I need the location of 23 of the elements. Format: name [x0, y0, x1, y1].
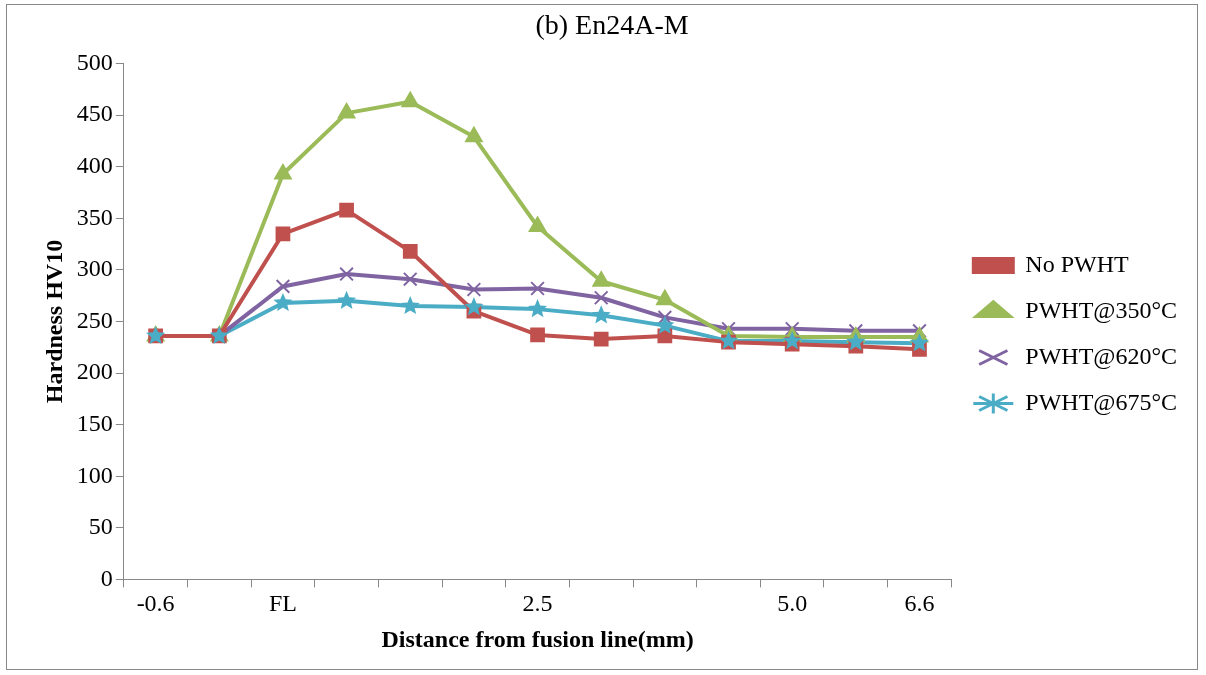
x-axis-title: Distance from fusion line(mm): [381, 625, 694, 652]
y-tick-label: 100: [76, 461, 113, 488]
legend-label: PWHT@620°C: [1025, 342, 1177, 369]
y-tick-label: 150: [76, 409, 113, 436]
x-tick-label: FL: [268, 590, 297, 617]
legend-label: PWHT@675°C: [1025, 388, 1177, 415]
y-tick-label: 400: [76, 152, 113, 179]
x-tick-label: -0.6: [136, 590, 175, 617]
chart-title: (b) En24A-M: [535, 9, 689, 41]
y-tick-label: 300: [76, 255, 113, 282]
y-axis-title: Hardness HV10: [40, 239, 67, 404]
y-tick-label: 0: [100, 564, 113, 591]
x-tick-label: 5.0: [777, 590, 808, 617]
y-tick-label: 500: [76, 48, 113, 75]
y-tick-label: 200: [76, 358, 113, 385]
y-tick-label: 450: [76, 100, 113, 127]
y-tick-label: 350: [76, 203, 113, 230]
x-tick-label: 6.6: [904, 590, 935, 617]
x-tick-label: 2.5: [522, 590, 553, 617]
y-tick-label: 250: [76, 306, 113, 333]
y-tick-label: 50: [88, 513, 113, 540]
legend-label: PWHT@350°C: [1025, 296, 1177, 323]
legend-label: No PWHT: [1025, 250, 1129, 277]
